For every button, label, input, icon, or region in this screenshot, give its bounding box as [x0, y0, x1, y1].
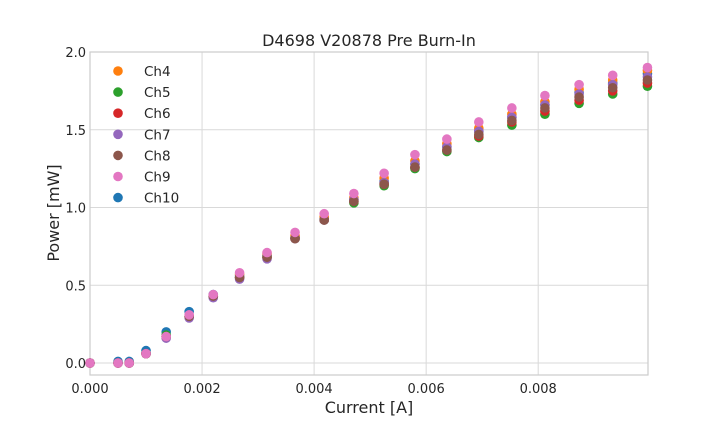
- tick-labels: 0.000 0.002 0.004 0.006 0.008 0.0 0.5 1.0 1.5 2.0: [65, 46, 556, 397]
- legend-label: Ch9: [144, 170, 171, 186]
- data-point: [161, 331, 171, 342]
- data-point: [442, 145, 452, 155]
- legend-marker: [113, 129, 123, 140]
- x-tick-label: 0.008: [520, 382, 557, 397]
- y-tick-label: 1.0: [65, 202, 86, 217]
- data-point: [507, 103, 517, 113]
- legend-marker: [113, 192, 123, 203]
- data-point: [184, 310, 194, 320]
- data-point: [474, 117, 484, 127]
- data-point: [234, 268, 245, 278]
- data-point: [262, 247, 272, 258]
- grid: [89, 51, 648, 375]
- y-tick-label: 1.5: [65, 124, 86, 139]
- x-tick-label: 0.006: [408, 382, 445, 397]
- legend: Ch4 Ch5 Ch6 Ch7 Ch8 Ch9 Ch10: [113, 64, 179, 207]
- data-point: [474, 129, 484, 140]
- x-tick-label: 0.000: [71, 382, 108, 397]
- legend-label: Ch4: [144, 64, 171, 80]
- data-point: [124, 358, 135, 368]
- data-point: [540, 90, 550, 101]
- y-tick-label: 2.0: [65, 46, 86, 61]
- data-point: [349, 188, 359, 199]
- data-points: [85, 62, 653, 368]
- data-point: [379, 179, 389, 189]
- legend-marker: [113, 66, 123, 76]
- chart-title: D4698 V20878 Pre Burn-In: [262, 31, 476, 50]
- legend-marker: [113, 171, 123, 182]
- x-axis-label: Current [A]: [325, 398, 414, 417]
- data-point: [607, 82, 618, 93]
- plot-frame: [89, 51, 649, 376]
- data-point: [574, 79, 584, 90]
- data-point: [208, 289, 219, 300]
- y-axis-label: Power [mW]: [44, 164, 63, 261]
- data-point: [410, 162, 420, 172]
- data-point: [85, 358, 95, 368]
- data-point: [642, 75, 653, 85]
- data-point: [540, 103, 550, 113]
- data-point: [379, 168, 389, 179]
- data-point: [113, 358, 123, 368]
- y-tick-label: 0.0: [65, 357, 86, 372]
- series-ch5: [85, 81, 653, 368]
- data-point: [349, 196, 359, 207]
- legend-label: Ch10: [144, 191, 179, 207]
- data-point: [574, 92, 584, 102]
- x-tick-label: 0.004: [295, 382, 332, 397]
- data-point: [290, 227, 300, 238]
- legend-label: Ch6: [144, 106, 171, 122]
- legend-label: Ch5: [144, 85, 171, 101]
- data-point: [607, 70, 618, 81]
- legend-marker: [113, 87, 123, 97]
- y-tick-label: 0.5: [65, 279, 86, 294]
- legend-marker: [113, 108, 123, 118]
- data-point: [319, 208, 329, 219]
- x-tick-label: 0.002: [183, 382, 220, 397]
- data-point: [410, 149, 420, 160]
- series-ch9: [85, 62, 653, 368]
- data-point: [442, 134, 452, 144]
- data-point: [642, 62, 653, 73]
- legend-marker: [113, 150, 123, 161]
- legend-label: Ch7: [144, 127, 171, 143]
- data-point: [141, 348, 151, 359]
- data-point: [507, 115, 517, 126]
- legend-label: Ch8: [144, 148, 171, 164]
